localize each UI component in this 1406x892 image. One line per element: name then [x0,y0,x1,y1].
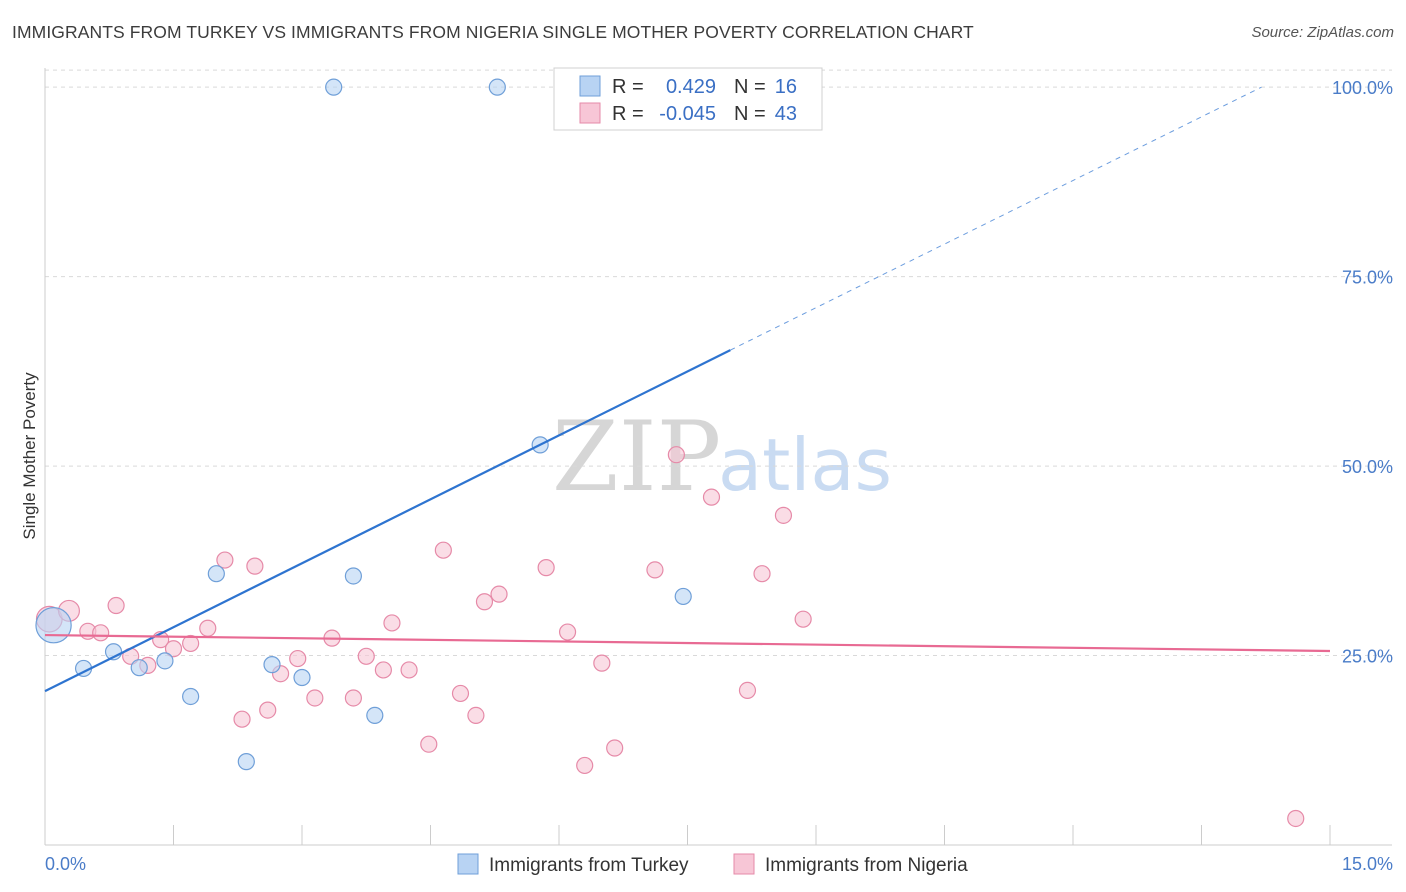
legend-turkey-n-label: N = [734,76,766,98]
bottom-legend-swatch-turkey [457,853,479,875]
y-tick-label-0: 25.0% [1342,647,1393,667]
nigeria-point-17 [306,689,324,707]
turkey-point-6 [207,565,225,583]
bottom-legend-label-turkey: Immigrants from Turkey [489,855,689,876]
nigeria-point-35 [646,561,664,579]
bottom-legend-swatch-nigeria [733,853,755,875]
nigeria-point-29 [490,585,508,603]
nigeria-point-22 [383,614,401,632]
stats-legend: R = 0.429 N = 16 R = -0.045 N = 43 [553,67,823,131]
trend-line-nigeria [44,633,1331,653]
legend-turkey-r-value: 0.429 [666,76,716,98]
nigeria-point-12 [233,710,251,728]
trend-line-turkey [44,349,731,693]
nigeria-point-26 [451,684,470,703]
nigeria-point-41 [794,610,812,628]
nigeria-point-38 [738,681,757,700]
x-tick-label-1: 15.0% [1342,854,1393,874]
series-legend: Immigrants from Turkey Immigrants from N… [457,853,968,876]
nigeria-point-25 [434,541,452,559]
nigeria-point-34 [606,739,624,757]
source-credit: Source: ZipAtlas.com [1251,24,1394,41]
legend-nigeria-r-label: R = [612,103,644,125]
turkey-point-15 [674,587,692,606]
nigeria-point-40 [774,506,793,524]
nigeria-point-10 [199,619,217,637]
nigeria-point-14 [259,701,277,719]
nigeria-point-33 [593,654,611,672]
nigeria-point-19 [344,689,362,707]
watermark-atlas: atlas [718,423,892,507]
nigeria-point-21 [374,661,392,679]
nigeria-point-8 [164,640,183,658]
watermark-zip: ZIP [552,401,721,513]
turkey-point-3 [130,659,148,677]
nigeria-point-4 [107,596,125,615]
nigeria-point-13 [246,557,264,575]
nigeria-point-11 [216,551,234,569]
legend-nigeria-n-value: 43 [775,103,797,125]
turkey-point-11 [344,567,362,585]
y-tick-label-3: 100.0% [1332,78,1393,98]
nigeria-point-39 [753,565,771,583]
x-tick-label-0: 0.0% [45,854,86,874]
nigeria-point-32 [576,756,594,775]
y-axis-label: Single Mother Poverty [20,372,39,540]
nigeria-point-23 [400,661,418,679]
legend-nigeria-r-value: -0.045 [659,103,716,125]
chart-title: IMMIGRANTS FROM TURKEY VS IMMIGRANTS FRO… [12,22,974,42]
legend-turkey-n-value: 16 [775,76,797,98]
nigeria-point-27 [467,706,485,725]
y-tick-label-1: 50.0% [1342,457,1393,477]
nigeria-point-3 [92,624,110,642]
turkey-point-8 [263,656,281,674]
x-tick-labels: 0.0% 15.0% [45,854,1393,874]
y-tick-label-2: 75.0% [1342,268,1393,288]
turkey-point-9 [293,668,311,687]
turkey-point-4 [156,652,174,670]
turkey-point-7 [237,753,255,771]
y-tick-labels: 25.0% 50.0% 75.0% 100.0% [1332,78,1393,666]
turkey-point-0 [35,607,72,644]
nigeria-point-28 [475,593,494,611]
series-turkey-points [35,78,692,771]
legend-swatch-nigeria [579,102,601,124]
turkey-point-10 [325,78,343,96]
bottom-legend-label-nigeria: Immigrants from Nigeria [765,855,968,876]
turkey-point-5 [182,687,200,706]
legend-nigeria-n-label: N = [734,103,766,125]
nigeria-point-36 [667,446,685,464]
nigeria-point-30 [537,559,555,577]
legend-turkey-r-label: R = [612,76,644,98]
trend-line-turkey-extension [730,86,1262,351]
nigeria-point-16 [289,649,307,668]
nigeria-point-37 [702,488,721,506]
nigeria-point-20 [357,647,375,665]
turkey-point-12 [366,706,384,725]
turkey-point-13 [488,78,506,96]
legend-swatch-turkey [579,75,601,97]
axes [44,68,1392,846]
nigeria-point-24 [420,735,438,753]
nigeria-point-42 [1287,809,1305,828]
trend-lines [44,86,1331,693]
nigeria-point-31 [558,623,577,641]
nigeria-point-9 [182,634,200,653]
